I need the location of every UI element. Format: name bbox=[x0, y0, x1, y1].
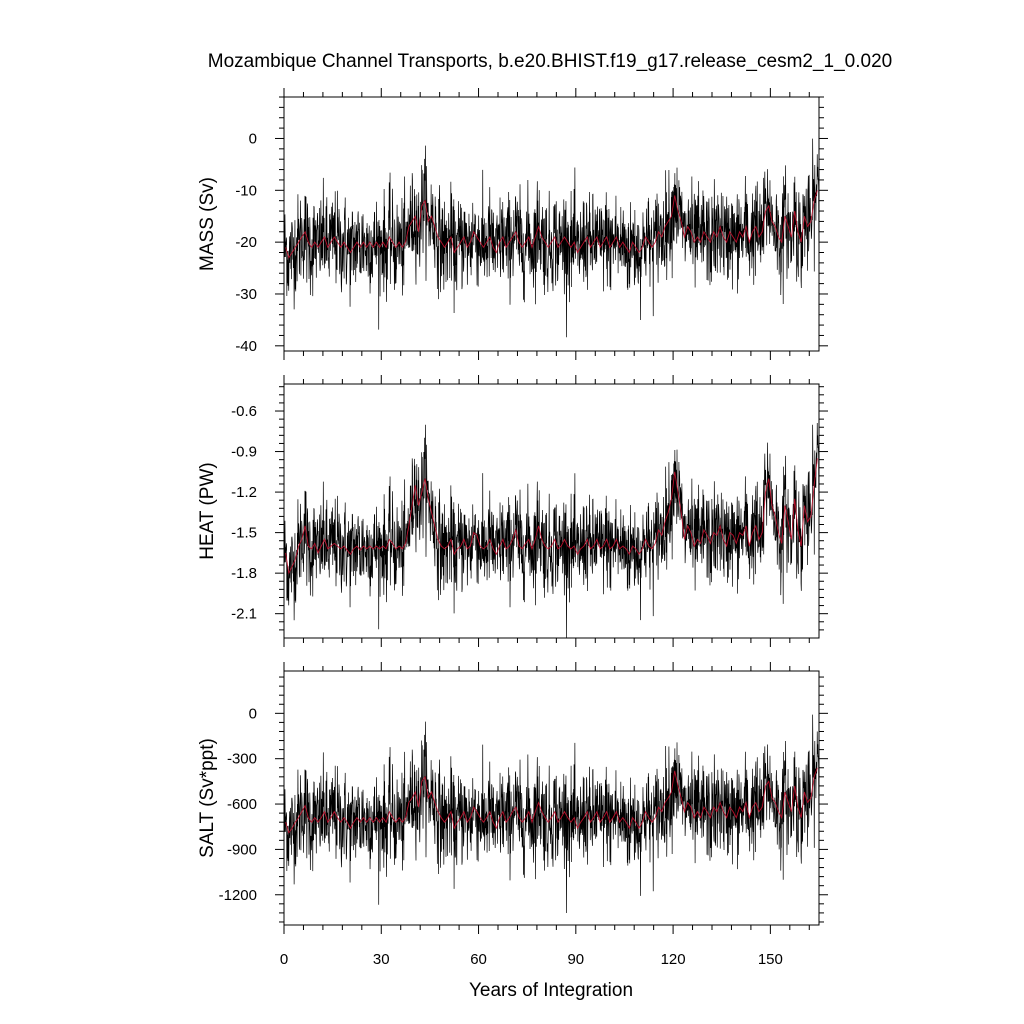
salt-y-tick-label: -900 bbox=[227, 841, 257, 858]
salt-plot-frame bbox=[283, 670, 820, 926]
heat-y-tick-label: -0.9 bbox=[231, 444, 257, 461]
x-tick-label: 120 bbox=[661, 951, 686, 968]
salt-monthly-series-line bbox=[284, 714, 819, 913]
salt-y-tick-label: 0 bbox=[249, 705, 257, 722]
salt-y-tick-label: -300 bbox=[227, 751, 257, 768]
heat-annual-mean-line bbox=[285, 458, 818, 575]
heat-y-axis-label: HEAT (PW) bbox=[197, 462, 218, 559]
heat-panel: -0.6 -0.9 -1.2 -1.5 -1.8 -2.1 HEAT (PW) bbox=[197, 375, 828, 647]
heat-plot-frame bbox=[283, 383, 820, 639]
heat-y-tick-label: -2.1 bbox=[231, 606, 257, 623]
heat-y-tick-label: -0.6 bbox=[231, 403, 257, 420]
mass-y-axis-label: MASS (Sv) bbox=[197, 177, 218, 271]
heat-y-tick-label: -1.2 bbox=[231, 484, 257, 501]
x-tick-label: 60 bbox=[470, 951, 487, 968]
salt-panel: 0 -300 -600 -900 -1200 SALT (Sv*ppt) bbox=[197, 662, 828, 934]
heat-y-tick-label: -1.8 bbox=[231, 565, 257, 582]
mass-monthly-series-line bbox=[284, 138, 819, 338]
mass-y-tick-label: -20 bbox=[235, 234, 257, 251]
salt-y-tick-label: -1200 bbox=[219, 887, 257, 904]
x-tick-label: 90 bbox=[567, 951, 584, 968]
mass-plot-frame bbox=[283, 96, 820, 352]
mass-y-tick-label: -40 bbox=[235, 338, 257, 355]
mass-y-tick-label: -30 bbox=[235, 286, 257, 303]
heat-monthly-series-line bbox=[284, 423, 819, 638]
x-tick-label: 150 bbox=[758, 951, 783, 968]
mass-annual-mean-line bbox=[285, 190, 818, 259]
mass-y-tick-label: 0 bbox=[249, 130, 257, 147]
heat-y-tick-label: -1.5 bbox=[231, 525, 257, 542]
x-axis-tick-labels: 0 30 60 90 120 150 bbox=[280, 951, 783, 968]
salt-y-tick-label: -600 bbox=[227, 796, 257, 813]
salt-annual-mean-line bbox=[285, 767, 818, 834]
chart-title: Mozambique Channel Transports, b.e20.BHI… bbox=[208, 51, 892, 72]
mass-panel: 0 -10 -20 -30 -40 MASS (Sv) bbox=[197, 88, 828, 360]
x-tick-label: 0 bbox=[280, 951, 288, 968]
x-axis-label: Years of Integration bbox=[469, 980, 633, 1001]
salt-y-axis-label: SALT (Sv*ppt) bbox=[197, 738, 218, 858]
mass-y-tick-label: -10 bbox=[235, 182, 257, 199]
x-tick-label: 30 bbox=[373, 951, 390, 968]
